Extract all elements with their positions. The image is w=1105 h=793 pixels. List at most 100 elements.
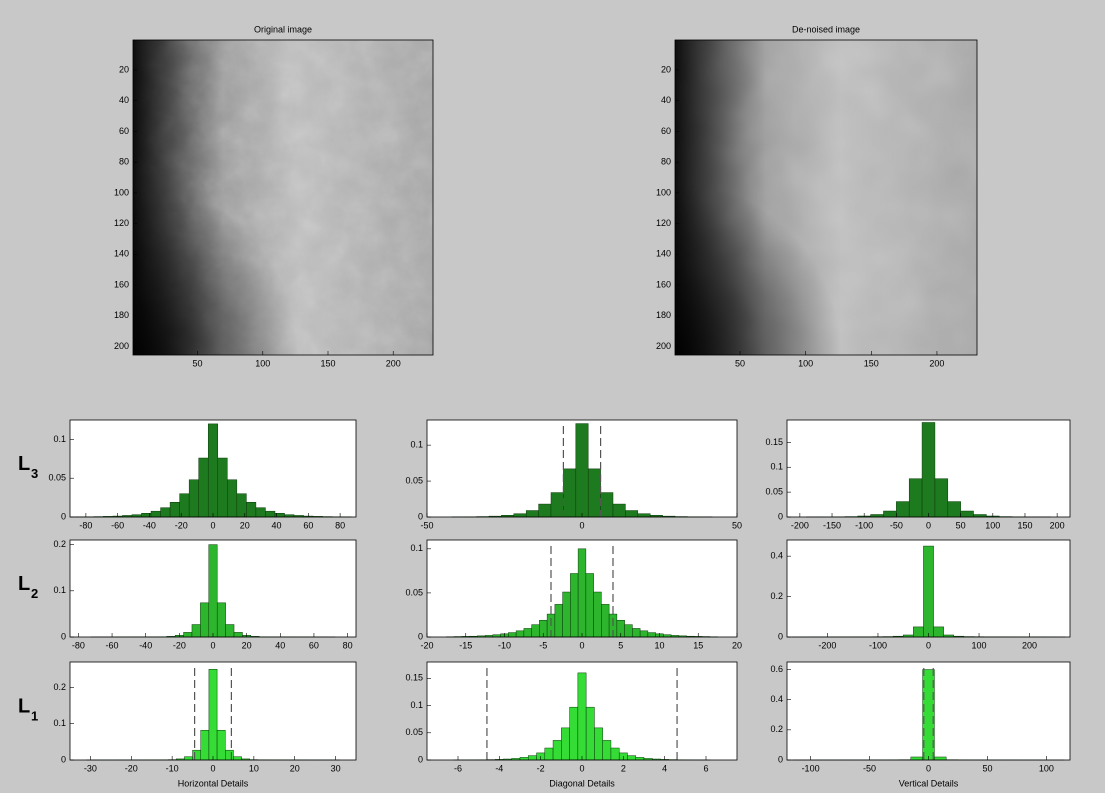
y-tick-label: 0.2	[770, 724, 783, 734]
x-tick-label: 4	[662, 763, 667, 773]
bar	[562, 591, 571, 638]
x-tick-label: -20	[175, 520, 188, 530]
row-label: L	[18, 695, 30, 717]
bar	[216, 602, 226, 638]
bar	[525, 510, 539, 518]
bar	[625, 510, 639, 518]
y-tick-label: 0.1	[53, 718, 66, 728]
bar	[627, 755, 636, 761]
bar	[150, 510, 161, 518]
x-tick-label: 5	[618, 640, 623, 650]
x-tick-label: -50	[420, 520, 433, 530]
bar	[913, 626, 924, 638]
image-original	[133, 40, 433, 355]
x-tick-label: -10	[498, 640, 511, 650]
bar	[554, 604, 563, 638]
row-label-subscript: 1	[31, 708, 38, 723]
x-tick-label: -5	[539, 640, 547, 650]
y-tick-label: 60	[119, 126, 129, 136]
y-tick-label: 0	[778, 754, 783, 764]
y-tick-label: 100	[656, 187, 671, 197]
bar	[207, 423, 219, 518]
bar	[550, 492, 564, 518]
bar	[960, 510, 974, 518]
x-tick-label: 200	[386, 358, 401, 368]
x-tick-label: 0	[579, 640, 584, 650]
bar	[169, 502, 180, 518]
bar	[563, 468, 577, 518]
y-tick-label: 0.05	[405, 475, 423, 485]
x-tick-label: 100	[1039, 763, 1054, 773]
row-label-subscript: 2	[31, 586, 38, 601]
bar	[255, 507, 266, 518]
y-tick-label: 80	[661, 157, 671, 167]
x-tick-label: 0	[579, 763, 584, 773]
bar	[577, 672, 587, 761]
x-tick-label: 200	[929, 358, 944, 368]
x-tick-label: -50	[863, 763, 876, 773]
bar	[600, 492, 614, 518]
image-shade	[675, 40, 977, 355]
x-tick-label: -10	[166, 763, 179, 773]
y-tick-label: 20	[119, 64, 129, 74]
y-tick-label: 0.2	[53, 539, 66, 549]
x-tick-label: 20	[240, 520, 250, 530]
bar	[610, 747, 620, 761]
x-tick-label: 150	[320, 358, 335, 368]
y-tick-label: 0.4	[770, 551, 783, 561]
bar	[587, 468, 601, 518]
x-tick-label: 10	[654, 640, 664, 650]
x-tick-label: 20	[242, 640, 252, 650]
y-tick-label: 0.1	[53, 585, 66, 595]
y-tick-label: 200	[114, 341, 129, 351]
x-tick-label: 60	[309, 640, 319, 650]
x-tick-label: -80	[72, 640, 85, 650]
bar	[208, 544, 218, 638]
bar	[639, 630, 649, 638]
x-tick-label: -20	[420, 640, 433, 650]
y-tick-label: 0.1	[770, 462, 783, 472]
histogram-axes: -6 -4 -2 0 2 4 6 0 0.05 0.1 0.15 Diagonal Details	[405, 661, 738, 788]
bar	[225, 624, 235, 638]
image-denoised	[675, 40, 977, 355]
x-tick-label: -100	[869, 640, 887, 650]
y-tick-label: 0.05	[48, 473, 66, 483]
y-tick-label: 0	[418, 511, 423, 521]
histogram-axes: -80 -60 -40 -20 0 20 40 60 80 0 0.1 0.2	[53, 539, 357, 650]
y-tick-label: 180	[114, 310, 129, 320]
x-tick-label: -20	[125, 763, 138, 773]
y-tick-label: 20	[661, 64, 671, 74]
x-axis-label: Diagonal Details	[549, 778, 615, 788]
y-tick-label: 0	[61, 511, 66, 521]
row-label-subscript: 3	[31, 466, 38, 481]
bar	[508, 632, 517, 638]
y-tick-label: 180	[656, 310, 671, 320]
y-tick-label: 0	[778, 631, 783, 641]
x-tick-label: -40	[143, 520, 156, 530]
image-shade	[133, 40, 433, 355]
x-tick-label: -40	[139, 640, 152, 650]
axes-box	[674, 39, 978, 356]
x-tick-label: 0	[210, 640, 215, 650]
axes-box	[132, 39, 434, 356]
y-tick-label: 0.05	[405, 727, 423, 737]
bar	[184, 756, 193, 761]
y-tick-label: 0	[61, 631, 66, 641]
histogram-axes: -30 -20 -10 0 10 20 30 0 0.1 0.2 Horizontal Detail…	[53, 661, 357, 788]
y-tick-label: 0	[61, 754, 66, 764]
bar	[217, 457, 228, 518]
bar	[538, 503, 552, 518]
x-tick-label: 100	[972, 640, 987, 650]
y-tick-label: 160	[656, 279, 671, 289]
histogram-axes: -200 -100 0 100 200 0 0.2 0.4	[770, 539, 1071, 650]
y-tick-label: 0.1	[410, 440, 423, 450]
bar	[265, 510, 276, 518]
x-tick-label: 0	[926, 640, 931, 650]
bar	[933, 626, 944, 638]
histogram-axes: -20 -15 -10 -5 0 5 10 15 20 0 0.05 0.1	[405, 539, 742, 650]
bar	[585, 706, 595, 761]
bar	[923, 545, 934, 638]
bar	[523, 628, 532, 638]
x-tick-label: 0	[926, 763, 931, 773]
